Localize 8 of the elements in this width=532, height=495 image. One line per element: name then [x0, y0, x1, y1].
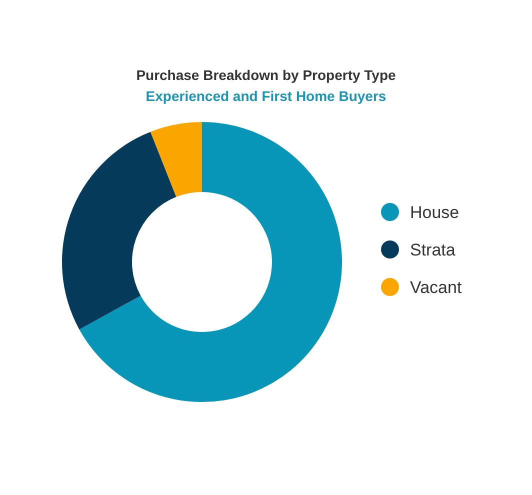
legend-label: Vacant: [410, 278, 462, 297]
chart-title: Purchase Breakdown by Property Type: [136, 67, 396, 83]
donut-slice: [79, 122, 342, 402]
legend-label: Strata: [410, 240, 456, 260]
donut-slice: [62, 132, 176, 330]
legend-label: House: [410, 203, 460, 222]
donut-slice: [150, 122, 202, 197]
chart-subtitle: Experienced and First Home Buyers: [146, 88, 386, 104]
